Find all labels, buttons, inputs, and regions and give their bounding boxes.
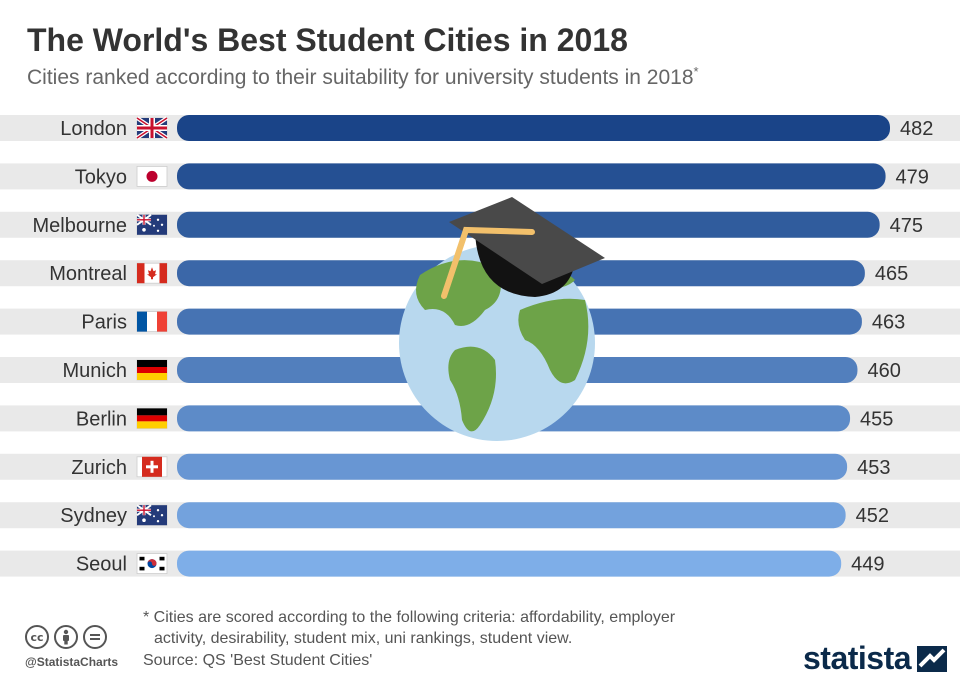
flag-japan-icon — [136, 165, 168, 187]
subtitle-text: Cities ranked according to their suitabi… — [27, 66, 694, 89]
source-note: Source: QS 'Best Student Cities' — [143, 652, 373, 669]
chart-title: The World's Best Student Cities in 2018 — [27, 22, 628, 58]
brand-wordmark: statista — [803, 640, 912, 676]
flag-australia-icon — [136, 504, 168, 526]
footnote-line-2: activity, desirability, student mix, uni… — [154, 630, 573, 647]
bar-london — [177, 115, 890, 141]
data-label: 463 — [872, 312, 905, 334]
data-label: 452 — [856, 505, 889, 527]
category-label: Montreal — [49, 263, 127, 285]
statista-mark-icon — [917, 645, 948, 672]
statista-logo[interactable]: statista — [803, 640, 948, 677]
category-label: Seoul — [76, 554, 127, 576]
flag-south-korea-icon — [136, 553, 168, 574]
no-derivatives-icon — [83, 625, 107, 649]
category-label: Tokyo — [75, 166, 127, 188]
bar-tokyo — [177, 163, 886, 190]
license-icons: cc — [25, 625, 107, 649]
footnote-line-1: * Cities are scored according to the fol… — [143, 609, 676, 626]
flag-germany-icon — [136, 407, 168, 429]
category-label: Zurich — [71, 457, 127, 479]
chart-subtitle: Cities ranked according to their suitabi… — [27, 64, 699, 90]
category-label: Munich — [63, 360, 127, 382]
data-label: 449 — [851, 554, 884, 576]
attribution-icon — [54, 625, 78, 649]
social-handle[interactable]: @StatistaCharts — [25, 655, 119, 669]
bar-chart: London 482 Tokyo 479 Melbourne 475 Montreal 465… — [0, 115, 960, 577]
footnote: * Cities are scored according to the fol… — [143, 607, 743, 649]
flag-switzerland-icon — [136, 456, 168, 478]
data-label: 460 — [867, 360, 900, 382]
category-label: Paris — [81, 312, 127, 334]
category-label: London — [60, 118, 127, 140]
bar-sydney — [177, 502, 846, 529]
subtitle-footnote-marker: * — [693, 64, 699, 79]
category-label: Sydney — [60, 505, 127, 527]
data-label: 475 — [890, 215, 923, 237]
labels: London 482 Tokyo 479 Melbourne 475 Montreal 465… — [32, 116, 933, 576]
data-label: 482 — [900, 118, 933, 140]
globe-graduation-cap-icon — [399, 197, 605, 441]
flag-germany-icon — [136, 359, 168, 381]
category-label: Berlin — [76, 408, 127, 430]
flag-canada-icon — [136, 262, 168, 284]
bar-seoul — [177, 550, 842, 577]
data-label: 453 — [857, 457, 890, 479]
data-label: 455 — [860, 408, 893, 430]
data-label: 465 — [875, 263, 908, 285]
data-label: 479 — [896, 166, 929, 188]
creative-commons-icon: cc — [25, 625, 49, 649]
category-label: Melbourne — [32, 215, 127, 237]
bar-zurich — [177, 453, 848, 480]
flag-uk-icon — [135, 116, 169, 140]
flag-france-icon — [136, 311, 168, 333]
flag-australia-icon — [136, 213, 168, 236]
